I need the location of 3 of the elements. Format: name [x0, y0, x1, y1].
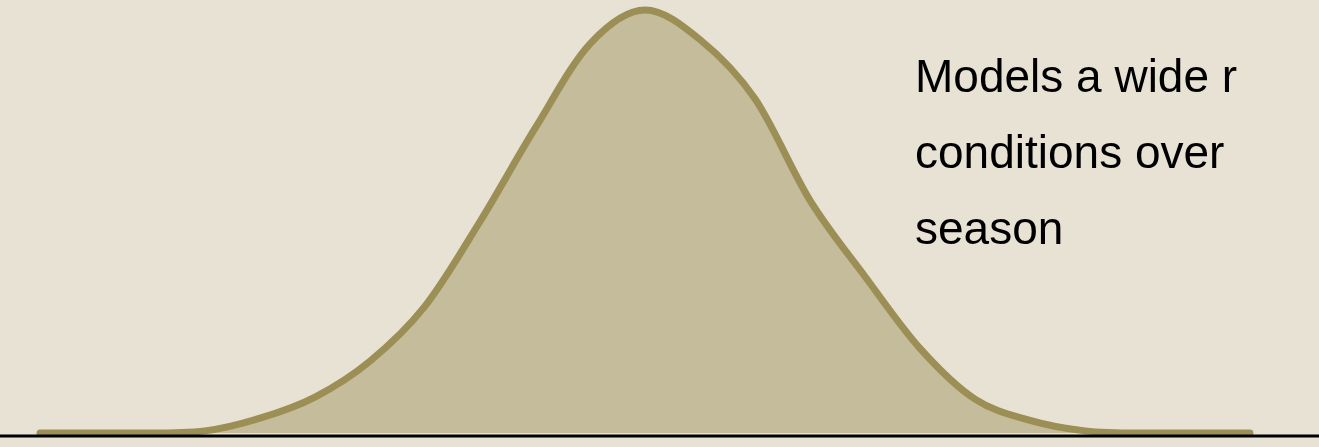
annotation: Models a wide r: [915, 49, 1238, 104]
annotation: season: [915, 201, 1065, 256]
annotation: conditions over: [915, 125, 1226, 180]
